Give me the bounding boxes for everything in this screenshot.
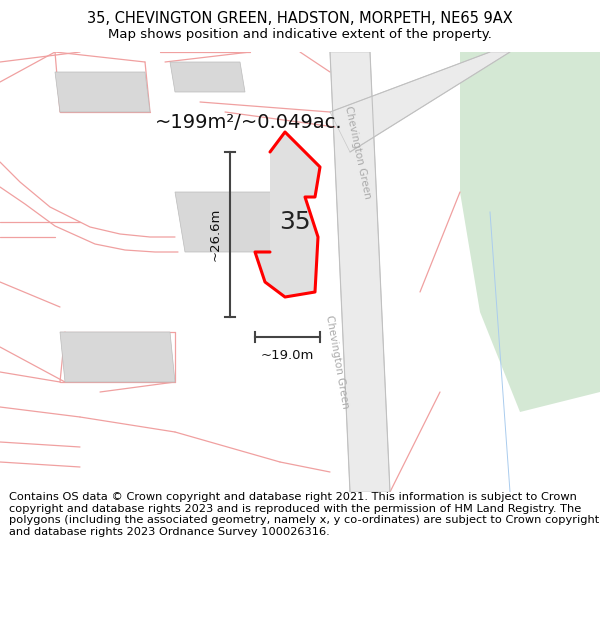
Polygon shape <box>170 62 245 92</box>
Text: Chevington Green: Chevington Green <box>324 314 350 409</box>
Text: ~19.0m: ~19.0m <box>261 349 314 362</box>
Text: ~199m²/~0.049ac.: ~199m²/~0.049ac. <box>155 112 343 131</box>
Text: 35: 35 <box>279 210 311 234</box>
Polygon shape <box>255 132 320 297</box>
Text: 35, CHEVINGTON GREEN, HADSTON, MORPETH, NE65 9AX: 35, CHEVINGTON GREEN, HADSTON, MORPETH, … <box>87 11 513 26</box>
Polygon shape <box>460 52 600 412</box>
Text: Map shows position and indicative extent of the property.: Map shows position and indicative extent… <box>108 28 492 41</box>
Text: Chevington Green: Chevington Green <box>343 104 373 199</box>
Polygon shape <box>175 192 300 252</box>
Text: ~26.6m: ~26.6m <box>209 208 222 261</box>
Polygon shape <box>330 52 390 492</box>
Polygon shape <box>60 332 175 382</box>
Polygon shape <box>55 72 150 112</box>
Polygon shape <box>330 52 510 152</box>
Text: Contains OS data © Crown copyright and database right 2021. This information is : Contains OS data © Crown copyright and d… <box>9 492 599 537</box>
